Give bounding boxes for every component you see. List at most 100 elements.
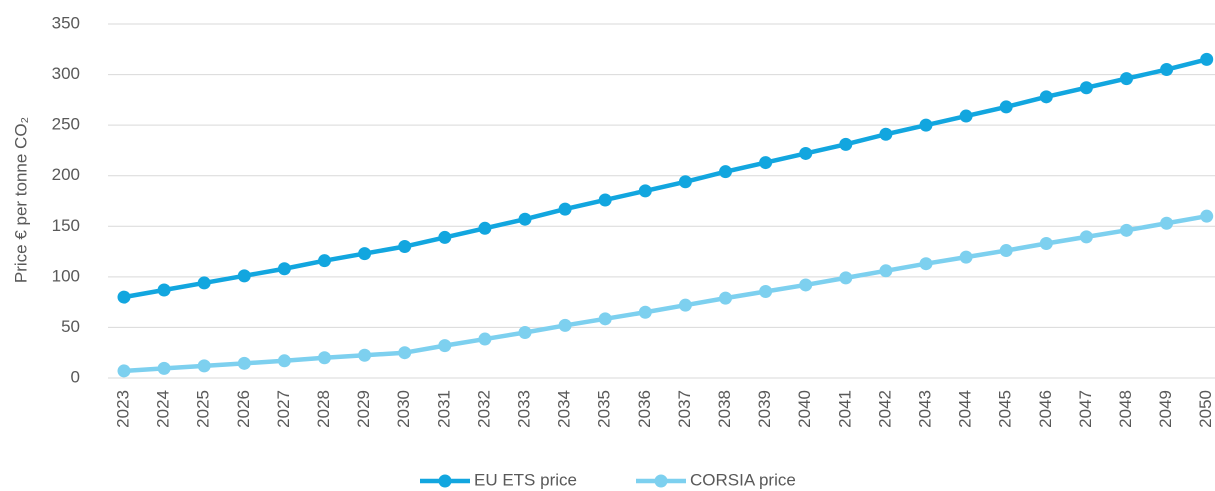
data-point (157, 361, 171, 375)
data-point (277, 354, 291, 368)
data-point (358, 247, 372, 261)
data-point (157, 283, 171, 297)
data-point (719, 165, 732, 179)
data-point (999, 100, 1013, 114)
data-point (398, 240, 412, 254)
data-point (518, 212, 532, 226)
data-point (318, 254, 331, 268)
data-point (919, 118, 933, 132)
data-point (1079, 81, 1093, 95)
legend-label: EU ETS price (474, 470, 577, 489)
data-point (879, 127, 893, 141)
data-point (518, 325, 532, 339)
data-point (799, 278, 813, 292)
data-point (1039, 90, 1053, 104)
x-tick-label: 2023 (113, 390, 132, 428)
x-tick-label: 2036 (635, 390, 654, 428)
data-point (678, 175, 692, 189)
x-tick-label: 2029 (354, 390, 373, 428)
data-point (959, 250, 973, 264)
data-point (1200, 52, 1214, 66)
data-point (1120, 223, 1133, 237)
x-tick-label: 2024 (154, 390, 173, 428)
y-tick-label: 100 (52, 266, 80, 285)
x-tick-label: 2048 (1116, 390, 1135, 428)
data-point (999, 244, 1013, 258)
data-point (598, 193, 612, 207)
data-point (799, 146, 813, 160)
x-tick-label: 2028 (314, 390, 333, 428)
y-axis-label: Price € per tonne CO₂ (11, 117, 30, 283)
data-point (1120, 72, 1133, 86)
x-tick-label: 2027 (274, 390, 293, 428)
y-tick-label: 50 (61, 317, 80, 336)
data-point (358, 348, 372, 362)
data-point (398, 346, 412, 360)
data-point (558, 202, 572, 216)
x-tick-label: 2034 (555, 390, 574, 428)
data-point (759, 156, 773, 170)
x-tick-label: 2049 (1156, 390, 1175, 428)
series-line (123, 57, 1208, 300)
x-tick-label: 2033 (514, 390, 533, 428)
x-tick-label: 2045 (996, 390, 1015, 428)
y-tick-label: 350 (52, 13, 80, 32)
data-point (879, 264, 893, 278)
data-point (558, 318, 572, 332)
data-point (1039, 236, 1053, 250)
x-tick-label: 2047 (1076, 390, 1095, 428)
x-tick-label: 2030 (394, 390, 413, 428)
data-point (959, 109, 973, 123)
data-point (438, 230, 452, 244)
data-point (117, 364, 131, 378)
legend-marker (654, 474, 668, 488)
data-point (1079, 230, 1093, 244)
legend-label: CORSIA price (690, 470, 796, 489)
y-tick-label: 250 (52, 115, 80, 134)
data-point (237, 356, 251, 370)
x-tick-label: 2039 (755, 390, 774, 428)
data-point (478, 221, 492, 235)
data-point (117, 290, 131, 304)
data-point (1160, 216, 1174, 230)
data-point (678, 298, 692, 312)
x-tick-label: 2043 (915, 390, 934, 428)
x-tick-label: 2038 (715, 390, 734, 428)
data-point (318, 351, 331, 365)
x-tick-label: 2044 (956, 390, 975, 428)
x-tick-label: 2050 (1196, 390, 1215, 428)
y-tick-label: 200 (52, 165, 80, 184)
data-point (1200, 209, 1214, 223)
data-point (478, 332, 492, 346)
data-point (438, 339, 452, 353)
data-point (1160, 63, 1174, 77)
y-tick-label: 150 (52, 216, 80, 235)
x-tick-label: 2041 (835, 390, 854, 428)
y-tick-label: 0 (71, 367, 80, 386)
x-tick-label: 2042 (875, 390, 894, 428)
data-point (719, 291, 732, 305)
data-point (598, 312, 612, 326)
data-point (638, 305, 652, 319)
data-point (197, 276, 211, 290)
data-point (919, 257, 933, 271)
x-tick-label: 2046 (1036, 390, 1055, 428)
data-point (638, 184, 652, 198)
data-point (237, 269, 251, 283)
x-tick-label: 2031 (434, 390, 453, 428)
data-point (839, 271, 853, 285)
legend-marker (438, 474, 452, 488)
x-tick-label: 2037 (675, 390, 694, 428)
x-tick-label: 2025 (194, 390, 213, 428)
series-line (123, 213, 1208, 374)
data-point (839, 137, 853, 151)
x-tick-label: 2032 (474, 390, 493, 428)
data-point (277, 262, 291, 276)
x-tick-label: 2035 (595, 390, 614, 428)
y-tick-label: 300 (52, 64, 80, 83)
data-point (759, 285, 773, 299)
x-tick-label: 2026 (234, 390, 253, 428)
data-point (197, 359, 211, 373)
x-tick-label: 2040 (795, 390, 814, 428)
